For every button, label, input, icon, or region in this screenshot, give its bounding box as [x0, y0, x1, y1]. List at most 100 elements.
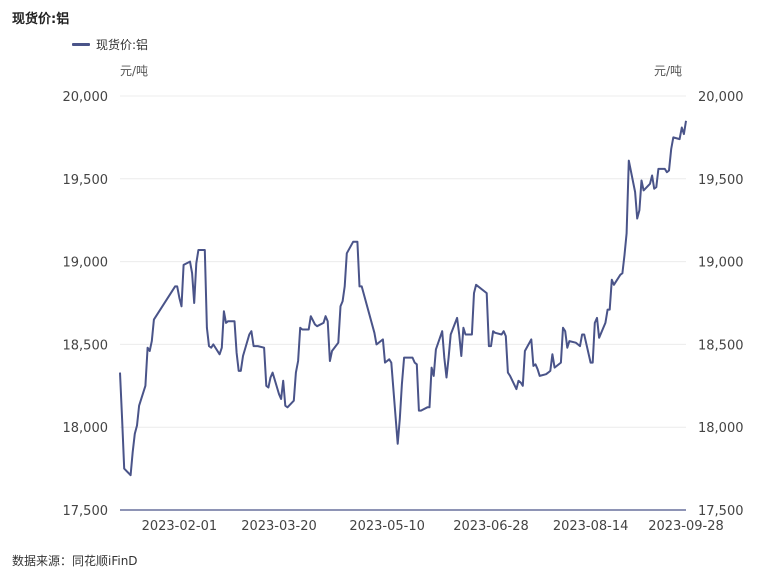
- data-point: [650, 173, 655, 178]
- data-point: [419, 408, 424, 413]
- data-point: [323, 314, 328, 319]
- data-point: [654, 185, 659, 190]
- data-point: [459, 354, 464, 359]
- data-point: [226, 319, 231, 324]
- data-point: [582, 332, 587, 337]
- data-point: [567, 339, 572, 344]
- y-axis-left-unit: 元/吨: [120, 64, 149, 78]
- data-point: [548, 368, 553, 373]
- y-tick-label-right: 17,500: [698, 504, 744, 519]
- data-point: [603, 320, 608, 325]
- y-tick-label-left: 20,000: [63, 90, 109, 105]
- data-point: [217, 352, 222, 357]
- data-point: [457, 332, 462, 337]
- y-tick-label-left: 19,000: [63, 256, 109, 271]
- data-point: [122, 466, 127, 471]
- data-point: [637, 208, 642, 213]
- data-point: [238, 368, 243, 373]
- legend-swatch: [72, 43, 90, 46]
- y-tick-label-left: 17,500: [63, 504, 109, 519]
- data-point: [266, 385, 271, 390]
- data-point: [667, 168, 672, 173]
- data-point: [681, 132, 686, 137]
- data-point: [493, 330, 498, 335]
- y-tick-label-right: 18,500: [698, 338, 744, 353]
- data-point: [399, 382, 404, 387]
- data-point: [463, 332, 468, 337]
- data-point: [249, 329, 254, 334]
- data-point: [514, 387, 519, 392]
- data-point: [448, 332, 453, 337]
- data-point: [489, 344, 494, 349]
- data-point: [188, 259, 193, 264]
- x-tick-label: 2023-05-10: [349, 519, 425, 534]
- data-point: [635, 216, 640, 221]
- data-point: [537, 373, 542, 378]
- data-point: [143, 383, 148, 388]
- data-point: [633, 190, 638, 195]
- data-point: [550, 352, 555, 357]
- data-point: [374, 342, 379, 347]
- data-point: [325, 319, 330, 324]
- data-point: [533, 362, 538, 367]
- legend-label: 现货价:铝: [96, 38, 149, 52]
- data-point: [622, 253, 627, 258]
- data-point: [293, 370, 298, 375]
- data-point: [192, 301, 197, 306]
- data-point: [151, 317, 156, 322]
- data-point: [355, 239, 360, 244]
- data-point: [684, 118, 689, 123]
- data-point: [410, 355, 415, 360]
- data-point: [135, 423, 140, 428]
- data-point: [179, 304, 184, 309]
- y-tick-label-left: 18,500: [63, 338, 109, 353]
- data-point: [344, 251, 349, 256]
- data-point: [626, 158, 631, 163]
- data-point: [671, 135, 676, 140]
- data-point: [196, 248, 201, 253]
- data-point: [327, 359, 332, 364]
- x-tick-label: 2023-02-01: [142, 519, 218, 534]
- data-point: [118, 370, 123, 375]
- data-point: [484, 291, 489, 296]
- data-point: [315, 324, 320, 329]
- y-tick-label-right: 19,500: [698, 173, 744, 188]
- data-point: [232, 319, 237, 324]
- data-point: [529, 337, 534, 342]
- data-point: [128, 473, 133, 478]
- data-point: [508, 373, 513, 378]
- data-point: [285, 405, 290, 410]
- data-point: [611, 282, 616, 287]
- x-tick-label: 2023-06-28: [453, 519, 529, 534]
- data-point: [563, 329, 568, 334]
- data-point: [380, 337, 385, 342]
- data-point: [149, 339, 154, 344]
- data-point: [520, 383, 525, 388]
- data-point: [279, 397, 284, 402]
- data-point: [624, 231, 629, 236]
- data-point: [592, 320, 597, 325]
- data-point: [177, 296, 182, 301]
- legend[interactable]: 现货价:铝: [72, 36, 148, 53]
- data-point: [427, 405, 432, 410]
- data-point: [433, 347, 438, 352]
- data-point: [268, 375, 273, 380]
- data-point: [281, 378, 286, 383]
- data-point: [503, 334, 508, 339]
- data-point: [677, 137, 682, 142]
- data-point: [431, 373, 436, 378]
- data-point: [204, 325, 209, 330]
- data-point: [656, 166, 661, 171]
- data-point: [338, 304, 343, 309]
- data-point: [389, 360, 394, 365]
- data-point: [202, 248, 207, 253]
- data-point: [565, 345, 570, 350]
- data-point: [181, 262, 186, 267]
- data-point: [395, 441, 400, 446]
- data-point: [444, 375, 449, 380]
- data-point: [469, 332, 474, 337]
- data-point: [255, 344, 260, 349]
- data-point: [535, 367, 540, 372]
- data-point: [639, 178, 644, 183]
- data-point: [522, 349, 527, 354]
